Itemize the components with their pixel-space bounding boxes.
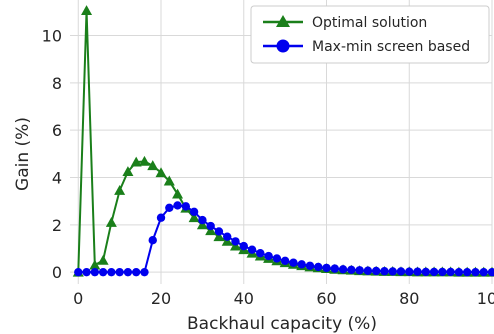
data-point: [487, 267, 494, 277]
data-point: [140, 267, 149, 277]
data-point: [314, 262, 323, 272]
data-point: [173, 201, 182, 210]
data-point: [429, 267, 439, 277]
data-point: [338, 265, 348, 274]
data-point: [105, 216, 117, 227]
data-point: [256, 249, 265, 258]
data-point: [272, 254, 282, 263]
data-point: [130, 156, 142, 167]
data-point: [189, 207, 199, 217]
data-point: [165, 203, 174, 212]
data-point: [114, 185, 126, 195]
data-point: [163, 175, 175, 186]
data-point: [131, 267, 141, 277]
data-point: [231, 237, 240, 246]
data-point: [330, 264, 339, 273]
data-point: [413, 267, 422, 276]
data-point: [138, 155, 150, 166]
legend-circle-icon: [276, 39, 290, 53]
data-point: [74, 267, 83, 277]
data-point: [97, 254, 109, 265]
data-point: [107, 267, 116, 277]
data-point: [471, 267, 480, 277]
data-point: [355, 266, 364, 275]
data-point: [147, 160, 159, 171]
data-point: [446, 267, 455, 277]
data-point: [223, 232, 232, 241]
data-point: [380, 267, 389, 276]
data-point: [322, 263, 331, 273]
x-tick-label: 20: [151, 289, 171, 308]
data-point: [172, 188, 184, 199]
legend-label-maxmin: Max-min screen based: [312, 39, 470, 55]
y-tick-label: 10: [42, 27, 62, 46]
legend-box: [250, 5, 490, 64]
data-point: [82, 267, 91, 277]
y-tick-label: 0: [52, 263, 62, 282]
x-tick-label: 80: [399, 289, 419, 308]
data-point: [347, 265, 356, 274]
x-axis-ticks: 0 20 40 60 80 100: [73, 289, 494, 308]
data-point: [148, 236, 157, 245]
y-tick-label: 4: [52, 169, 62, 188]
data-point: [156, 213, 166, 222]
data-point: [289, 258, 298, 267]
data-point: [188, 212, 200, 223]
data-point: [115, 267, 124, 277]
data-point: [214, 227, 224, 236]
data-point: [206, 221, 215, 231]
data-point: [388, 267, 397, 276]
data-point: [462, 267, 472, 277]
data-point: [305, 261, 315, 270]
series-maxmin: [74, 201, 494, 277]
data-point: [264, 251, 273, 261]
legend: Optimal solution Max-min screen based: [250, 5, 490, 64]
legend-entry-optimal: Optimal solution: [263, 15, 427, 31]
data-point: [363, 266, 373, 275]
x-tick-label: 40: [234, 289, 254, 308]
data-point: [198, 215, 207, 225]
y-axis-label: Gain (%): [13, 117, 33, 191]
legend-entry-maxmin: Max-min screen based: [263, 39, 470, 55]
y-tick-label: 8: [52, 74, 62, 93]
legend-label-optimal: Optimal solution: [312, 15, 427, 31]
y-tick-label: 2: [52, 216, 62, 235]
data-point: [454, 267, 464, 277]
x-tick-label: 100: [477, 289, 494, 308]
data-point: [247, 245, 257, 254]
data-point: [90, 267, 100, 277]
data-point: [98, 267, 108, 277]
x-tick-label: 60: [316, 289, 336, 308]
y-axis-ticks: 0 2 4 6 8 10: [42, 27, 62, 283]
data-point: [438, 267, 447, 277]
series-layer: [72, 5, 494, 277]
data-point: [396, 267, 406, 276]
data-point: [239, 241, 248, 251]
data-point: [123, 267, 133, 277]
data-point: [371, 266, 381, 276]
data-point: [405, 267, 414, 276]
legend-triangle-icon: [276, 15, 290, 27]
x-tick-label: 0: [73, 289, 83, 308]
data-point: [297, 260, 306, 269]
data-point: [122, 166, 134, 176]
data-point: [421, 267, 431, 277]
data-point: [89, 259, 101, 270]
x-axis-label: Backhaul capacity (%): [187, 314, 377, 334]
data-point: [181, 202, 191, 211]
data-point: [479, 267, 488, 277]
y-tick-label: 6: [52, 121, 62, 140]
data-point: [155, 167, 167, 178]
data-point: [213, 231, 225, 242]
data-point: [81, 5, 93, 16]
data-point: [280, 256, 290, 266]
